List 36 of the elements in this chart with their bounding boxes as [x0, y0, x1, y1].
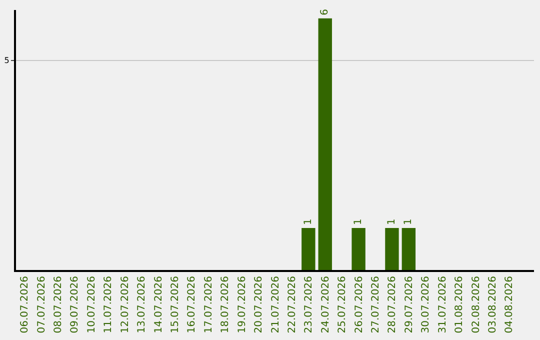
y-tick-label: 5 [4, 56, 10, 66]
x-tick-label: 17.07.2026 [203, 276, 214, 334]
data-label: 1 [353, 218, 364, 226]
x-tick-label: 02.08.2026 [470, 276, 482, 334]
x-tick-label: 03.08.2026 [487, 276, 498, 334]
x-tick-label: 20.07.2026 [254, 276, 265, 334]
x-tick-label: 30.07.2026 [420, 276, 432, 334]
x-tick-label: 22.07.2026 [286, 276, 298, 334]
x-tick-label: 25.07.2026 [337, 276, 348, 334]
x-tick-label: 11.07.2026 [103, 276, 114, 334]
data-label: 1 [386, 218, 398, 226]
x-tick-label: 06.07.2026 [20, 276, 31, 334]
x-tick-label: 04.08.2026 [504, 276, 516, 334]
x-tick-label: 19.07.2026 [236, 276, 248, 334]
x-tick-label: 23.07.2026 [304, 276, 315, 334]
x-tick-label: 09.07.2026 [70, 276, 81, 334]
x-tick-label: 28.07.2026 [387, 276, 398, 334]
x-tick-label: 14.07.2026 [153, 276, 164, 334]
x-tick-label: 18.07.2026 [220, 276, 232, 334]
x-tick-label: 31.07.2026 [437, 276, 448, 334]
x-tick-label: 26.07.2026 [354, 276, 365, 334]
x-tick-label: 16.07.2026 [186, 276, 198, 334]
data-label: 1 [403, 218, 414, 226]
x-tick-label: 29.07.2026 [404, 276, 415, 334]
x-tick-label: 13.07.2026 [136, 276, 148, 334]
x-tick-label: 15.07.2026 [170, 276, 181, 334]
x-tick-label: 07.07.2026 [36, 276, 48, 334]
data-label: 1 [302, 218, 314, 226]
x-tick-label: 01.08.2026 [454, 276, 466, 334]
data-label: 6 [320, 9, 331, 16]
x-tick-label: 21.07.2026 [270, 276, 282, 334]
x-tick-label: 27.07.2026 [370, 276, 382, 334]
x-tick-label: 08.07.2026 [53, 276, 64, 334]
x-tick-label: 24.07.2026 [320, 276, 332, 334]
x-tick-label: 10.07.2026 [86, 276, 98, 334]
x-tick-label: 12.07.2026 [120, 276, 131, 334]
